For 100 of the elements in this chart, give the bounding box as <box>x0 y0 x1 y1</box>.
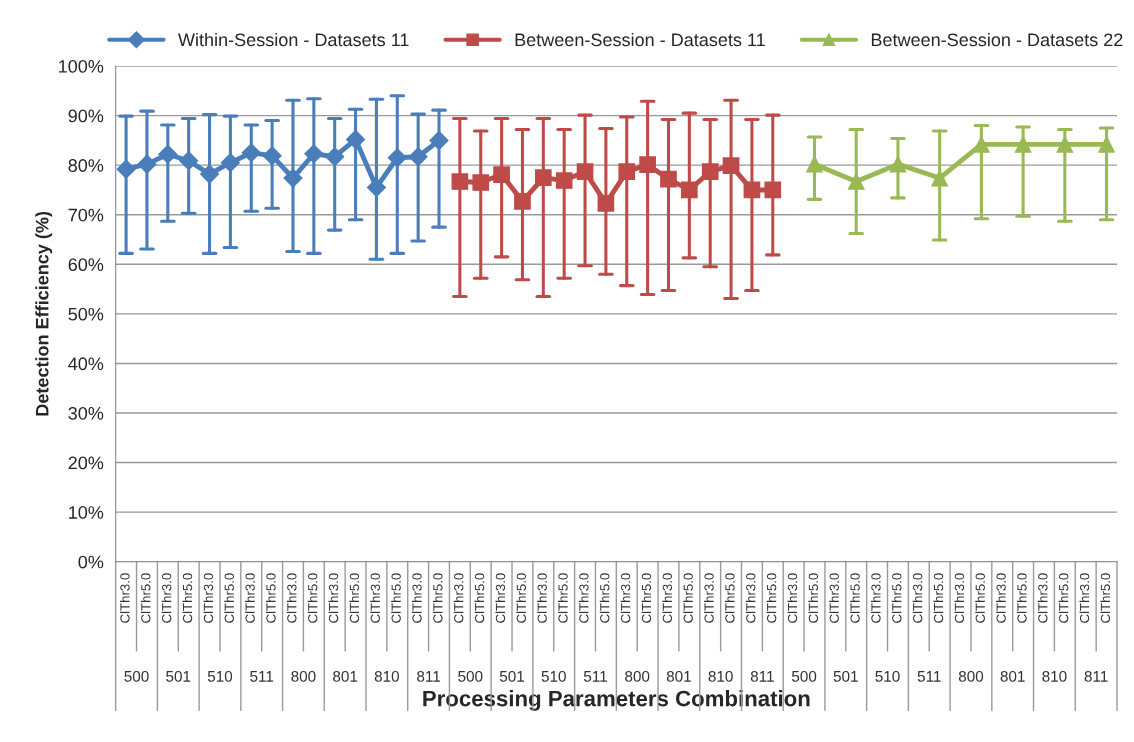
x-tick-label: ClThr5.0 <box>558 573 568 623</box>
x-tick-label: ClThr5.0 <box>182 573 193 623</box>
point <box>1056 136 1074 153</box>
y-tick-label: 80% <box>68 159 104 172</box>
y-tick-label: 0% <box>78 555 104 569</box>
point <box>639 156 656 174</box>
point <box>743 181 761 199</box>
x-tick-label: ClThr3.0 <box>1037 573 1048 623</box>
x-tick-label: ClThr5.0 <box>766 573 777 623</box>
x-tick-label: ClThr3.0 <box>787 573 798 623</box>
x-tick-label: ClThr3.0 <box>286 573 297 623</box>
y-tick-label: 90% <box>68 109 104 123</box>
x-tick-label: ClThr3.0 <box>412 573 422 623</box>
text: 511 <box>250 671 274 682</box>
x-tick-label: ClThr3.0 <box>620 573 631 623</box>
y-tick-label: 30% <box>68 406 104 420</box>
text: 800 <box>958 670 984 682</box>
x-tick-label: ClThr3.0 <box>203 573 214 623</box>
point <box>408 147 428 167</box>
text: 510 <box>541 670 566 682</box>
point <box>889 155 907 173</box>
x-tick-label: ClThr3.0 <box>578 573 589 623</box>
text: 811 <box>417 670 441 682</box>
x-tick-label: ClThr5.0 <box>349 573 360 623</box>
text: 500 <box>458 670 483 682</box>
text: 511 <box>917 671 941 682</box>
point <box>660 170 677 188</box>
text: 811 <box>750 670 774 682</box>
x-tick-label: ClThr3.0 <box>453 573 464 623</box>
x-tick-label: ClThr5.0 <box>641 573 652 623</box>
point <box>116 159 136 179</box>
text: 810 <box>708 670 733 682</box>
text: 500 <box>791 670 817 682</box>
x-tick-label: ClThr5.0 <box>599 573 610 623</box>
point <box>387 148 407 168</box>
x-tick-label: ClThr3.0 <box>870 573 881 623</box>
y-tick-label: 50% <box>68 307 104 321</box>
x-tick-label: ClThr3.0 <box>704 573 714 623</box>
point <box>366 177 386 198</box>
x-tick-label: ClThr5.0 <box>933 573 944 623</box>
x-tick-label: ClThr5.0 <box>224 573 234 623</box>
x-tick-label: ClThr5.0 <box>808 573 819 623</box>
point <box>514 193 531 210</box>
text: 500 <box>124 670 149 682</box>
x-tick-label: ClThr3.0 <box>119 573 130 623</box>
x-tick-label: ClThr3.0 <box>954 573 965 623</box>
x-tick-label: ClThr5.0 <box>975 573 985 623</box>
x-tick-label: ClThr5.0 <box>850 573 860 623</box>
point <box>262 146 282 166</box>
x-tick-label: ClThr3.0 <box>829 573 839 623</box>
point <box>304 144 324 164</box>
point <box>346 129 366 149</box>
point <box>241 143 261 163</box>
x-tick-label: ClThr5.0 <box>140 573 151 623</box>
point <box>597 195 615 212</box>
point <box>576 163 594 180</box>
x-tick-label: ClThr3.0 <box>161 573 172 623</box>
x-tick-label: ClThr3.0 <box>328 573 339 623</box>
point <box>220 153 240 173</box>
x-tick-label: ClThr5.0 <box>683 573 693 623</box>
legend-label: Within-Session - Datasets 11 <box>178 32 409 47</box>
x-tick-label: ClThr5.0 <box>891 573 902 623</box>
point <box>931 169 949 187</box>
x-tick-label: ClThr3.0 <box>745 573 756 623</box>
x-tick-label: ClThr5.0 <box>1016 573 1027 623</box>
x-tick-label: ClThr5.0 <box>516 573 526 623</box>
x-tick-label: ClThr5.0 <box>474 573 485 623</box>
x-tick-label: ClThr5.0 <box>432 573 443 623</box>
text: 800 <box>625 670 650 682</box>
x-tick-label: ClThr5.0 <box>1058 573 1069 623</box>
point <box>701 163 719 180</box>
point <box>283 168 303 188</box>
x-tick-label: ClThr3.0 <box>537 573 547 623</box>
x-axis-title: Processing Parameters Combination <box>423 690 810 711</box>
text: 800 <box>291 670 316 682</box>
point <box>179 151 199 171</box>
text: 501 <box>166 670 191 682</box>
y-tick-label: 70% <box>68 208 104 222</box>
point <box>681 181 698 199</box>
point <box>555 172 573 189</box>
text: 811 <box>1084 670 1108 682</box>
text: 801 <box>666 670 691 682</box>
x-tick-label: ClThr3.0 <box>245 573 255 623</box>
x-tick-label: ClThr3.0 <box>996 573 1006 623</box>
text: 501 <box>499 670 525 682</box>
text: 810 <box>374 670 400 682</box>
text: 801 <box>1000 670 1025 682</box>
legend-label: Between-Session - Datasets 11 <box>515 32 765 47</box>
point <box>429 130 449 150</box>
point <box>722 157 740 174</box>
point <box>973 136 990 153</box>
point <box>451 173 469 190</box>
legend-label: Between-Session - Datasets 22 <box>871 32 1123 47</box>
text: 510 <box>207 670 233 682</box>
text: 810 <box>1042 670 1067 682</box>
x-tick-label: ClThr5.0 <box>391 573 401 623</box>
y-tick-label: 100% <box>59 59 104 73</box>
x-tick-label: ClThr3.0 <box>662 573 673 623</box>
point <box>618 163 636 180</box>
point <box>200 164 220 184</box>
